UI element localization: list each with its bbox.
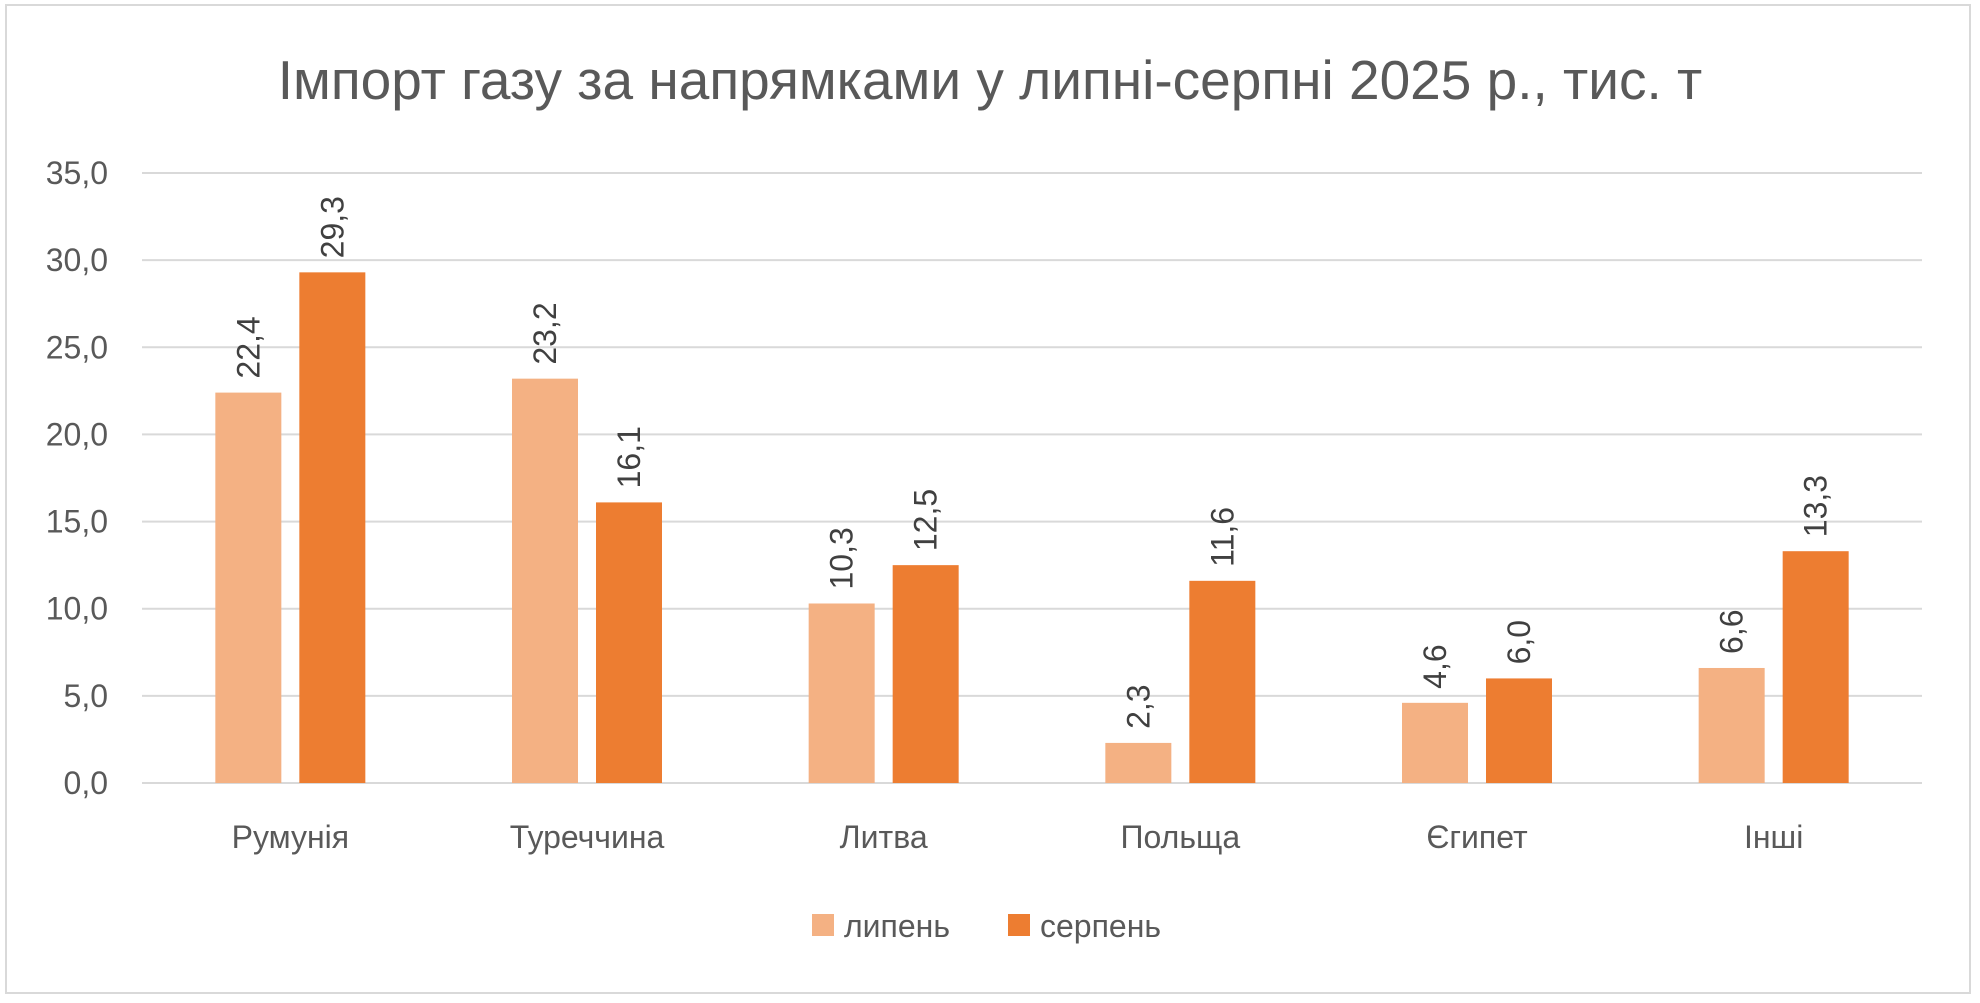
bar-серпень [1486, 678, 1552, 783]
bar-липень [1105, 742, 1172, 783]
data-label: 23,2 [527, 302, 563, 364]
legend-swatch-серпень [1008, 914, 1030, 936]
bar-липень [215, 392, 282, 783]
bar-серпень [596, 502, 662, 783]
data-label: 4,6 [1417, 644, 1453, 688]
bar-липень [1698, 667, 1765, 783]
legend-label: липень [844, 908, 950, 944]
bar-липень [808, 603, 875, 783]
data-label: 13,3 [1798, 475, 1834, 537]
data-label: 10,3 [824, 527, 860, 589]
data-label: 2,3 [1120, 684, 1156, 728]
chart-title: Імпорт газу за напрямками у липні-серпні… [277, 49, 1703, 111]
bar-серпень [299, 272, 366, 783]
data-label: 6,0 [1501, 620, 1537, 664]
data-label: 11,6 [1204, 507, 1240, 567]
y-tick-label: 15,0 [46, 504, 108, 540]
y-tick-label: 10,0 [46, 591, 108, 627]
y-tick-label: 20,0 [46, 416, 108, 452]
x-tick-label: Польща [1121, 819, 1241, 855]
x-tick-label: Єгипет [1426, 819, 1528, 855]
bar-серпень [1782, 551, 1849, 783]
bar-липень [512, 378, 578, 783]
legend-swatch-липень [812, 914, 834, 936]
x-tick-label: Литва [840, 819, 928, 855]
bar-серпень [892, 565, 959, 783]
y-tick-label: 25,0 [46, 329, 108, 365]
data-label: 12,5 [908, 489, 944, 551]
y-tick-label: 35,0 [46, 155, 108, 191]
data-label: 22,4 [230, 316, 266, 378]
legend-label: серпень [1040, 908, 1161, 944]
bar-липень [1402, 702, 1468, 783]
y-tick-label: 30,0 [46, 242, 108, 278]
y-tick-label: 0,0 [64, 765, 108, 801]
data-label: 16,1 [611, 426, 647, 488]
x-tick-label: Туреччина [510, 819, 665, 855]
x-tick-label: Румунія [232, 819, 349, 855]
data-label: 6,6 [1714, 609, 1750, 653]
x-tick-label: Інші [1744, 819, 1803, 855]
bar-серпень [1189, 580, 1256, 783]
data-label: 29,3 [314, 196, 350, 258]
y-tick-label: 5,0 [64, 678, 108, 714]
